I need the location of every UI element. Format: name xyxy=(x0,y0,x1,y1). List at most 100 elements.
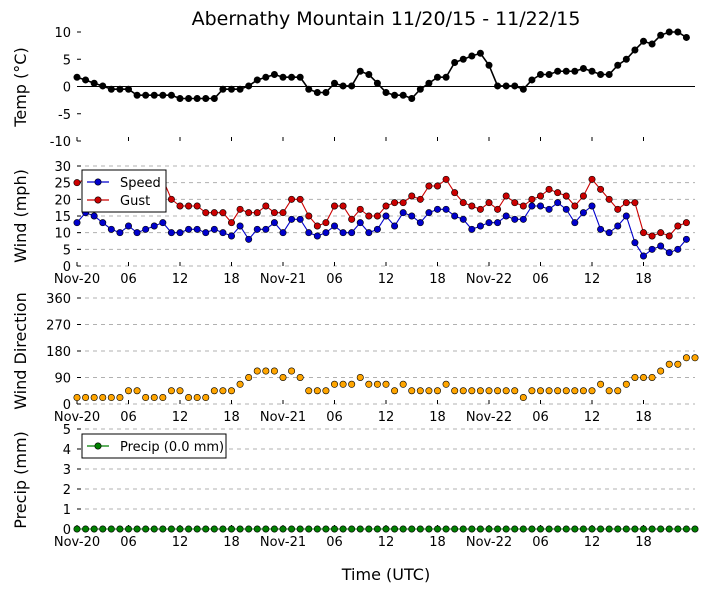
wind-y-tick-label: 20 xyxy=(54,193,71,208)
wind-data-point xyxy=(485,219,493,227)
dir-data-point xyxy=(571,387,579,395)
temp-data-point xyxy=(219,85,227,93)
dir-data-point xyxy=(665,360,673,368)
wind-data-point xyxy=(682,235,690,243)
temp-data-point xyxy=(451,59,459,67)
wind-data-point xyxy=(528,202,536,210)
wind-data-point xyxy=(107,225,115,233)
dir-data-point xyxy=(485,387,493,395)
temp-y-tick-label: 0 xyxy=(63,81,71,96)
temp-data-point xyxy=(365,71,373,79)
temp-data-point xyxy=(288,73,296,81)
wind-data-point xyxy=(382,212,390,220)
precip-data-point xyxy=(193,525,201,533)
precip-data-point xyxy=(682,525,690,533)
precip-data-point xyxy=(356,525,364,533)
dir-data-point xyxy=(176,387,184,395)
dir-data-point xyxy=(391,387,399,395)
dir-data-point xyxy=(313,387,321,395)
wind-data-point xyxy=(270,219,278,227)
precip-data-point xyxy=(571,525,579,533)
dir-data-point xyxy=(245,373,253,381)
wind-data-point xyxy=(228,219,236,227)
precip-data-point xyxy=(253,525,261,533)
wind-x-tick-label: 12 xyxy=(584,272,601,287)
dir-data-point xyxy=(82,394,90,402)
wind-data-point xyxy=(90,212,98,220)
temp-data-point xyxy=(459,55,467,63)
temp-data-point xyxy=(270,71,278,79)
wind-data-point xyxy=(365,229,373,237)
temp-data-point xyxy=(330,79,338,87)
temp-data-point xyxy=(116,85,124,93)
wind-data-point xyxy=(648,232,656,240)
dir-data-point xyxy=(365,380,373,388)
wind-data-point xyxy=(605,195,613,203)
temp-data-point xyxy=(433,73,441,81)
temp-data-point xyxy=(228,85,236,93)
wind-data-point xyxy=(468,202,476,210)
precip-data-point xyxy=(468,525,476,533)
wind-data-point xyxy=(485,199,493,207)
dir-data-point xyxy=(674,360,682,368)
wind-x-tick-label: 18 xyxy=(223,272,240,287)
wind-data-point xyxy=(210,209,218,217)
dir-x-tick-label: 18 xyxy=(223,410,240,425)
wind-data-point xyxy=(476,222,484,230)
wind-data-point xyxy=(536,202,544,210)
dir-data-point xyxy=(554,387,562,395)
wind-x-tick-label: 18 xyxy=(635,272,652,287)
precip-data-point xyxy=(219,525,227,533)
precip-data-point xyxy=(408,525,416,533)
wind-legend-marker xyxy=(94,196,102,204)
temp-data-point xyxy=(579,65,587,73)
precip-data-point xyxy=(296,525,304,533)
dir-data-point xyxy=(99,394,107,402)
temp-data-point xyxy=(176,94,184,102)
dir-data-point xyxy=(210,387,218,395)
x-axis-label: Time (UTC) xyxy=(341,565,430,584)
temp-data-point xyxy=(554,67,562,75)
precip-data-point xyxy=(373,525,381,533)
temp-data-point xyxy=(185,94,193,102)
precip-data-point xyxy=(313,525,321,533)
wind-data-point xyxy=(296,195,304,203)
temp-data-point xyxy=(159,91,167,99)
wind-data-point xyxy=(202,209,210,217)
wind-data-point xyxy=(545,205,553,213)
temp-data-point xyxy=(356,67,364,75)
dir-data-point xyxy=(562,387,570,395)
precip-data-point xyxy=(433,525,441,533)
temp-data-point xyxy=(339,82,347,90)
temp-data-point xyxy=(631,46,639,54)
wind-data-point xyxy=(588,202,596,210)
wind-x-tick-label: Nov-20 xyxy=(54,272,100,287)
dir-data-point xyxy=(125,387,133,395)
dir-data-point xyxy=(382,380,390,388)
precip-y-tick-label: 3 xyxy=(63,463,71,478)
precip-data-point xyxy=(245,525,253,533)
precip-data-point xyxy=(262,525,270,533)
temp-data-point xyxy=(210,94,218,102)
wind-data-point xyxy=(159,219,167,227)
temp-data-point xyxy=(494,82,502,90)
dir-data-point xyxy=(442,380,450,388)
wind-data-point xyxy=(459,199,467,207)
wind-data-point xyxy=(99,219,107,227)
wind-data-point xyxy=(245,209,253,217)
temp-data-point xyxy=(519,85,527,93)
precip-data-point xyxy=(279,525,287,533)
dir-data-point xyxy=(648,373,656,381)
wind-data-point xyxy=(167,229,175,237)
wind-data-point xyxy=(579,209,587,217)
wind-data-point xyxy=(219,229,227,237)
wind-x-tick-label: 06 xyxy=(120,272,137,287)
wind-data-point xyxy=(373,225,381,233)
dir-data-point xyxy=(468,387,476,395)
wind-data-point xyxy=(408,212,416,220)
dir-data-point xyxy=(579,387,587,395)
wind-data-point xyxy=(597,225,605,233)
precip-y-tick-label: 1 xyxy=(63,503,71,518)
wind-legend-label: Gust xyxy=(120,194,150,209)
